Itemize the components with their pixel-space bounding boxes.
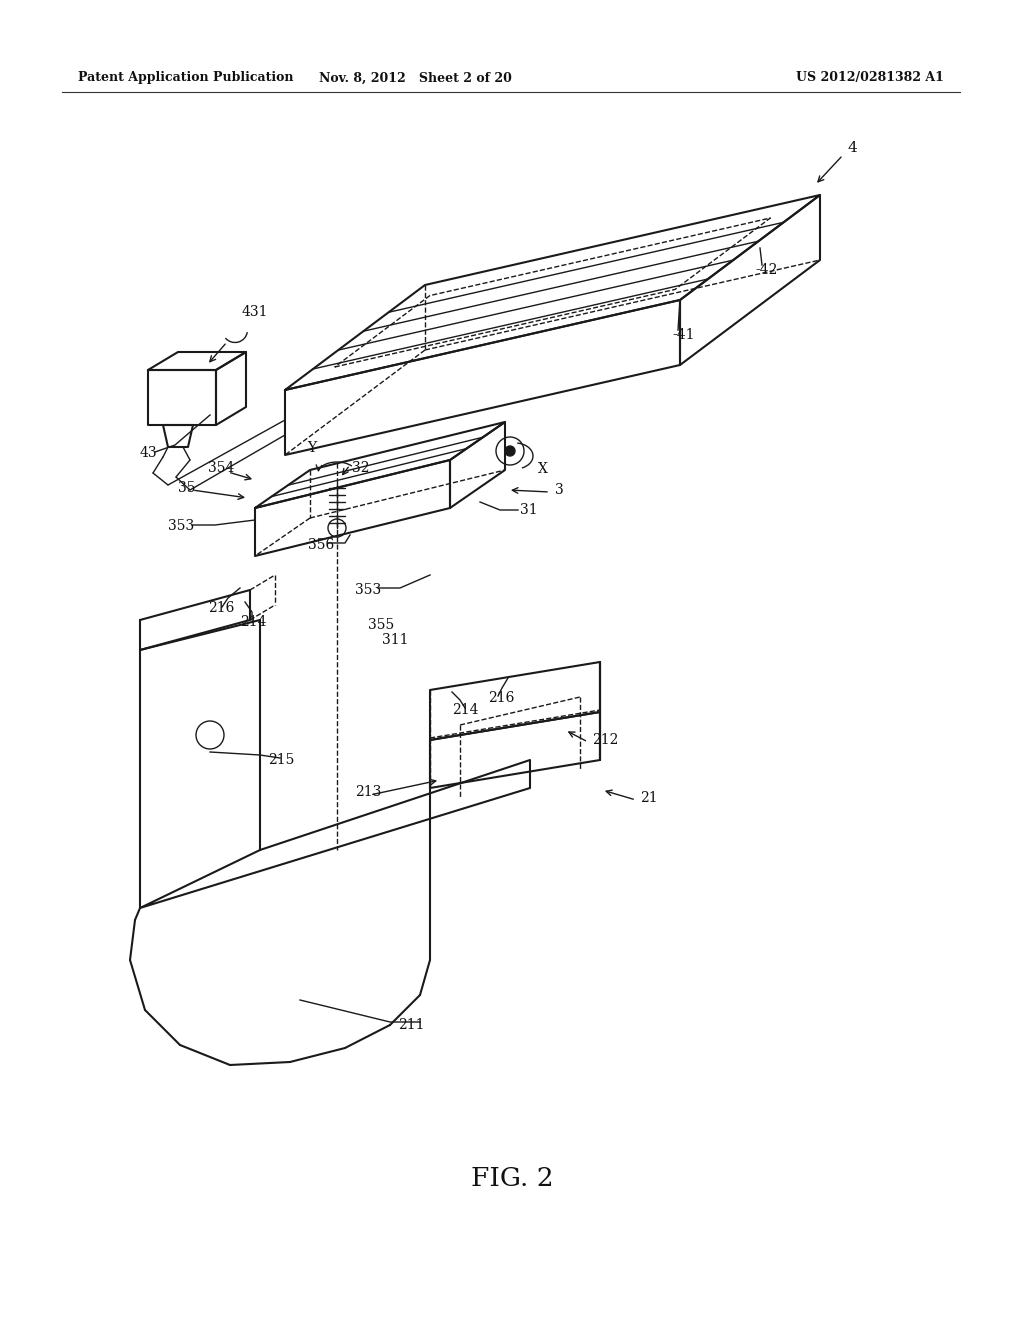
Text: 354: 354 [208,461,234,475]
Text: Patent Application Publication: Patent Application Publication [78,71,294,84]
Text: 356: 356 [308,539,334,552]
Text: 21: 21 [640,791,657,805]
Text: 431: 431 [242,305,268,319]
Text: 311: 311 [382,634,409,647]
Text: 213: 213 [355,785,381,799]
Text: FIG. 2: FIG. 2 [471,1166,553,1191]
Text: -41: -41 [672,327,694,342]
Text: 32: 32 [352,461,370,475]
Text: 211: 211 [398,1018,425,1032]
Text: 214: 214 [452,704,478,717]
Text: 3: 3 [555,483,564,498]
Text: 355: 355 [368,618,394,632]
Text: 353: 353 [355,583,381,597]
Text: US 2012/0281382 A1: US 2012/0281382 A1 [796,71,944,84]
Text: -42: -42 [755,263,777,277]
Text: Nov. 8, 2012   Sheet 2 of 20: Nov. 8, 2012 Sheet 2 of 20 [318,71,511,84]
Text: 353: 353 [168,519,195,533]
Text: Y: Y [307,441,316,455]
Text: 43: 43 [140,446,158,459]
Text: 31: 31 [520,503,538,517]
Text: 4: 4 [848,141,858,154]
Text: 216: 216 [488,690,514,705]
Text: 215: 215 [268,752,294,767]
Text: 214: 214 [240,615,266,630]
Text: 216: 216 [208,601,234,615]
Text: 212: 212 [592,733,618,747]
Text: 35: 35 [178,480,196,495]
Circle shape [505,446,515,455]
Text: X: X [538,462,548,477]
